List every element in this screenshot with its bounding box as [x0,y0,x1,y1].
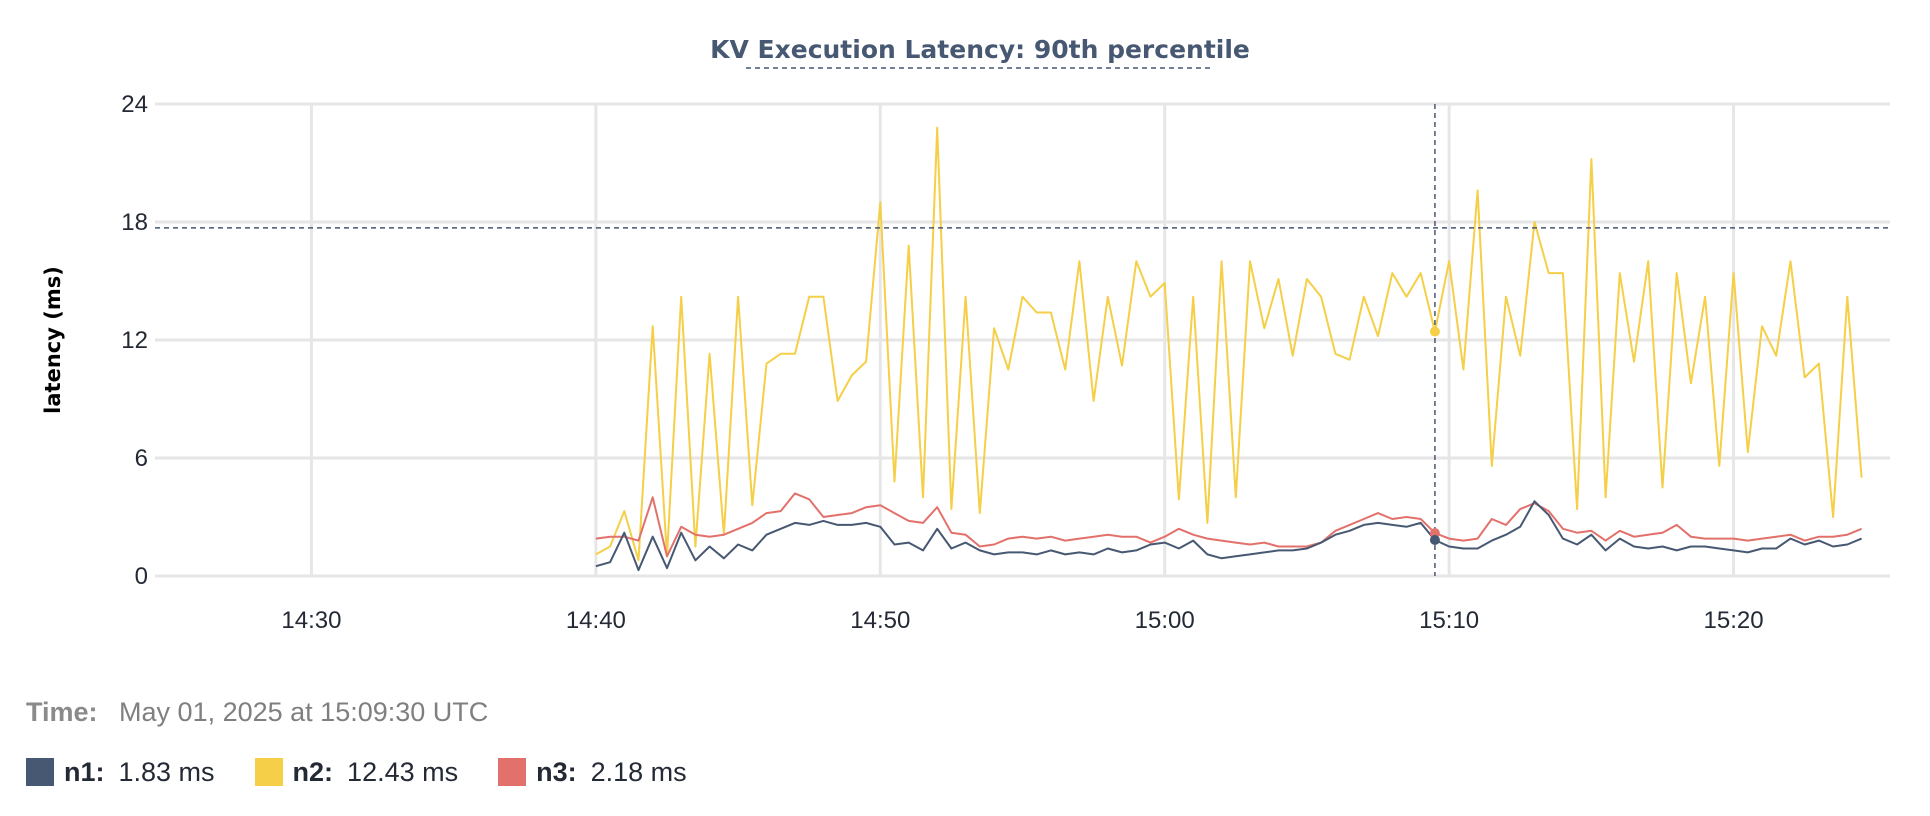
legend-series-row: n1: 1.83 ms n2: 12.43 ms n3: 2.18 ms [26,752,727,792]
axis-tick-labels: 0 6 12 18 24 14:30 14:40 14:50 15:00 15:10 15:20 [121,91,1763,634]
legend-time-row: Time: May 01, 2025 at 15:09:30 UTC [26,692,727,732]
legend-time-label: Time: [26,697,98,727]
legend-swatch-n1 [26,758,54,786]
crosshair [155,104,1890,576]
legend-time-value: May 01, 2025 at 15:09:30 UTC [119,697,489,727]
y-axis-label: latency (ms) [41,266,65,414]
x-tick-label: 14:50 [850,607,910,634]
series-line-n2 [595,126,1863,562]
chart-title[interactable]: KV Execution Latency: 90th percentile [710,35,1250,64]
legend-series-value: 1.83 ms [118,756,215,787]
y-tick-label: 0 [135,563,148,590]
y-tick-label: 24 [121,91,148,118]
hover-point-n3 [1429,528,1440,539]
legend-series-name: n1: [64,756,105,787]
legend-swatch-n3 [498,758,527,786]
y-tick-label: 12 [121,327,148,354]
x-tick-label: 15:00 [1135,607,1195,634]
series-line-n3 [595,492,1862,558]
legend-series-value: 12.43 ms [347,756,459,787]
legend-item-n3[interactable]: n3: 2.18 ms [498,757,687,788]
x-tick-label: 14:30 [281,607,341,634]
legend-swatch-n2 [254,758,283,786]
x-tick-label: 15:20 [1704,607,1764,634]
legend-series-value: 2.18 ms [590,756,687,787]
series-line-n1 [595,500,1862,572]
legend-item-n1[interactable]: n1: 1.83 ms [26,757,215,788]
legend-item-n2[interactable]: n2: 12.43 ms [254,756,459,788]
hover-point-n1 [1429,535,1440,546]
x-tick-label: 14:40 [566,607,626,634]
legend-series-name: n2: [292,756,334,787]
series-lines [595,126,1863,572]
legend: Time: May 01, 2025 at 15:09:30 UTC n1: 1… [26,692,727,792]
y-tick-label: 6 [135,445,148,472]
hover-point-n2 [1429,326,1440,337]
legend-series-name: n3: [536,756,577,787]
latency-line-chart[interactable]: KV Execution Latency: 90th percentile la… [0,0,1930,660]
y-tick-label: 18 [121,209,148,236]
x-tick-label: 15:10 [1419,607,1479,634]
gridlines [155,102,1890,578]
